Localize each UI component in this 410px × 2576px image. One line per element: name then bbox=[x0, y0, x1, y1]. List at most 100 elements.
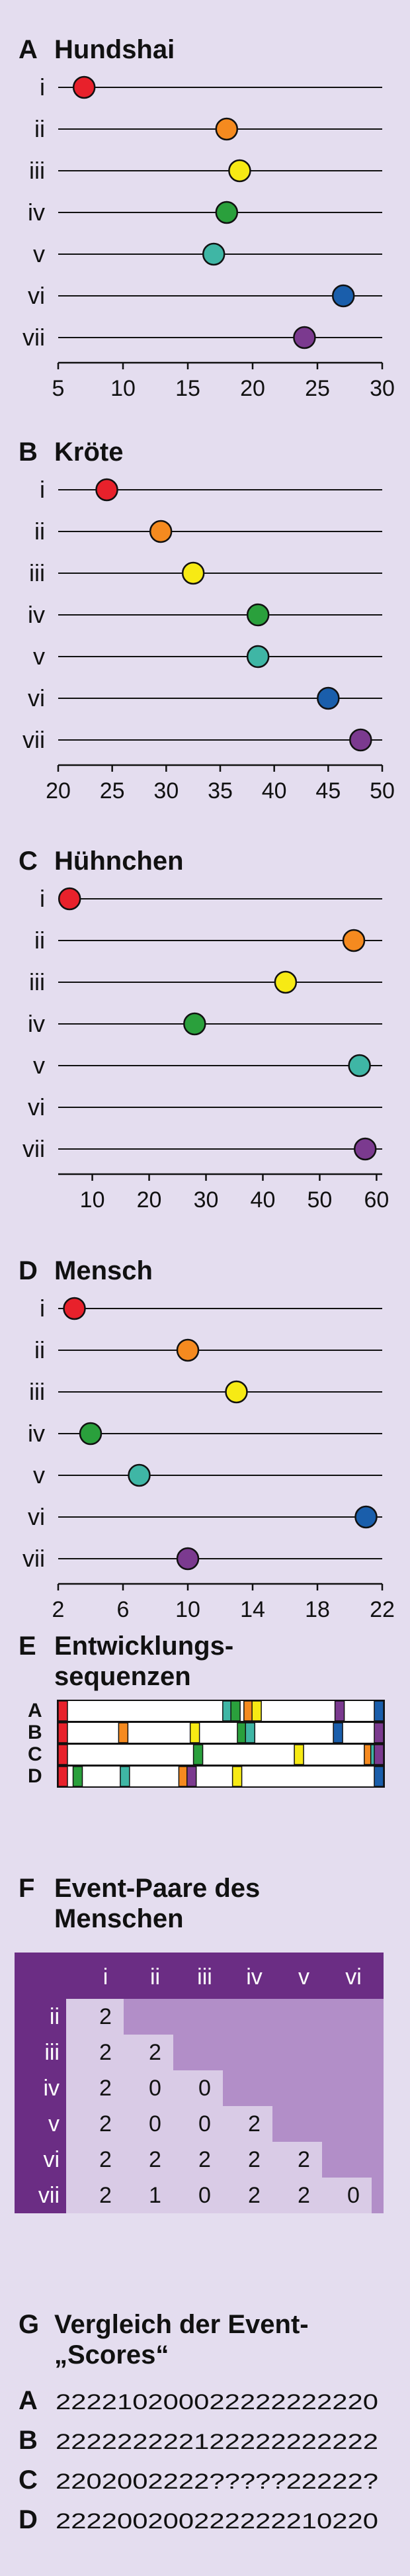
x-tick-label: 30 bbox=[194, 1187, 219, 1213]
pair-cell: 2 bbox=[99, 2004, 112, 2029]
row-label-ii: ii bbox=[34, 1336, 45, 1363]
chart-title: Hühnchen bbox=[54, 847, 184, 876]
table-empty-cells bbox=[372, 2178, 384, 2213]
chart-title: Mensch bbox=[54, 1256, 153, 1285]
event-dot-ii bbox=[149, 520, 173, 543]
score-row-label: D bbox=[19, 2505, 38, 2534]
row-label-i: i bbox=[40, 885, 45, 912]
row-label-v: v bbox=[33, 643, 45, 670]
event-dot-iii bbox=[181, 561, 205, 585]
sequence-mark-vii bbox=[374, 1722, 384, 1743]
section-g-letter: G bbox=[19, 2310, 39, 2339]
sequence-mark-i bbox=[58, 1744, 68, 1765]
row-label-i: i bbox=[40, 476, 45, 503]
event-dot-iv bbox=[79, 1422, 102, 1446]
x-tick-label: 10 bbox=[175, 1597, 200, 1622]
sequence-mark-iv bbox=[192, 1744, 204, 1765]
row-label-v: v bbox=[33, 240, 45, 267]
event-dot-i bbox=[95, 478, 118, 502]
col-header-vi: vi bbox=[345, 1964, 362, 1990]
chart-letter: B bbox=[19, 437, 38, 467]
row-label-iii: iii bbox=[29, 1378, 45, 1405]
row-header-v: v bbox=[48, 2111, 60, 2137]
row-label-iii: iii bbox=[29, 157, 45, 184]
sequence-mark-vii bbox=[186, 1766, 197, 1787]
pair-cell: 0 bbox=[198, 2076, 211, 2101]
section-f-letter: F bbox=[19, 1874, 34, 1903]
x-tick-label: 15 bbox=[175, 376, 200, 401]
table-empty-cells bbox=[173, 2035, 384, 2070]
sequence-row-label: D bbox=[28, 1765, 42, 1787]
sequence-bar bbox=[58, 1723, 384, 1743]
event-dot-iii bbox=[225, 1380, 248, 1404]
sequence-mark-vi bbox=[333, 1722, 343, 1743]
event-dot-iv bbox=[183, 1012, 206, 1036]
section-g-score-comparison: G Vergleich der Event- „Scores“ A 2222102… bbox=[19, 2310, 378, 2534]
col-header-i: i bbox=[103, 1964, 108, 1990]
table-empty-cells bbox=[322, 2142, 384, 2178]
score-row-label: C bbox=[19, 2465, 38, 2495]
sequence-row-a: A bbox=[28, 1700, 384, 1722]
x-tick-label: 45 bbox=[315, 778, 341, 804]
row-header-vi: vi bbox=[43, 2147, 60, 2172]
x-tick-label: 14 bbox=[240, 1597, 265, 1622]
col-header-v: v bbox=[298, 1964, 309, 1990]
sequence-mark-iv bbox=[230, 1700, 241, 1722]
row-label-vii: vii bbox=[22, 1135, 45, 1162]
x-tick-label: 30 bbox=[153, 778, 179, 804]
sequence-mark-iii bbox=[231, 1766, 243, 1787]
event-dot-vi bbox=[317, 686, 340, 710]
sequence-mark-iv bbox=[72, 1766, 83, 1787]
col-header-iii: iii bbox=[197, 1964, 212, 1990]
sequence-bar bbox=[58, 1701, 384, 1721]
event-dot-i bbox=[63, 1297, 86, 1320]
pair-cell: 2 bbox=[149, 2040, 161, 2065]
sequence-mark-iii bbox=[251, 1700, 262, 1722]
event-dot-i bbox=[72, 75, 96, 99]
pair-cell: 0 bbox=[347, 2183, 360, 2208]
score-row-d: D 222200200222222210220 bbox=[19, 2505, 378, 2534]
score-string: 2202002222?????22222? bbox=[56, 2469, 378, 2493]
pair-cell: 2 bbox=[99, 2076, 112, 2101]
event-dot-iv bbox=[246, 603, 270, 627]
section-e-letter: E bbox=[19, 1632, 36, 1661]
sequence-mark-v bbox=[245, 1722, 256, 1743]
event-dot-v bbox=[128, 1463, 151, 1487]
sequence-row-label: A bbox=[28, 1700, 42, 1722]
x-tick-label: 25 bbox=[305, 376, 330, 401]
row-header-vii: vii bbox=[38, 2183, 60, 2208]
table-row bbox=[66, 2178, 384, 2213]
x-tick-label: 40 bbox=[251, 1187, 276, 1213]
sequence-row-label: C bbox=[28, 1743, 42, 1765]
sequence-mark-i bbox=[58, 1766, 68, 1787]
row-header-iv: iv bbox=[43, 2076, 60, 2101]
x-tick-label: 50 bbox=[308, 1187, 333, 1213]
x-tick-label: 6 bbox=[117, 1597, 130, 1622]
sequence-row-b: B bbox=[28, 1722, 384, 1743]
row-label-vi: vi bbox=[28, 1093, 45, 1121]
row-label-v: v bbox=[33, 1461, 45, 1489]
section-g-title-line2: „Scores“ bbox=[54, 2340, 169, 2369]
pair-cell: 2 bbox=[99, 2040, 112, 2065]
sequence-row-label: B bbox=[28, 1722, 42, 1743]
pair-cell: 0 bbox=[198, 2183, 211, 2208]
event-dot-iii bbox=[228, 159, 251, 183]
row-label-vii: vii bbox=[22, 726, 45, 753]
x-tick-label: 20 bbox=[137, 1187, 162, 1213]
pair-cell: 2 bbox=[248, 2183, 261, 2208]
x-tick-label: 20 bbox=[240, 376, 265, 401]
event-dot-vi bbox=[354, 1505, 378, 1529]
row-label-i: i bbox=[40, 73, 45, 101]
row-label-iii: iii bbox=[29, 559, 45, 586]
event-dot-vi bbox=[331, 284, 355, 308]
x-tick-label: 10 bbox=[110, 376, 136, 401]
pair-cell: 0 bbox=[149, 2076, 161, 2101]
pair-cell: 2 bbox=[248, 2111, 261, 2137]
pair-cell: 2 bbox=[99, 2183, 112, 2208]
x-tick-label: 25 bbox=[100, 778, 125, 804]
row-label-iv: iv bbox=[28, 1010, 45, 1037]
score-row-b: B 222222222122222222222 bbox=[19, 2426, 378, 2455]
